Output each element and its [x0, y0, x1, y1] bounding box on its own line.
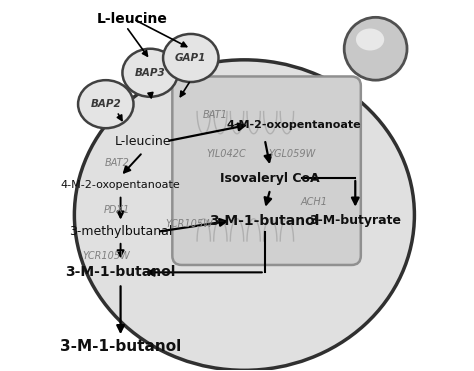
FancyBboxPatch shape — [173, 76, 361, 265]
Ellipse shape — [163, 34, 219, 82]
Text: YCR105W: YCR105W — [82, 251, 130, 261]
Text: PDX1: PDX1 — [103, 204, 130, 214]
Text: 3-M-1-butanol: 3-M-1-butanol — [60, 339, 181, 354]
Text: ACH1: ACH1 — [301, 197, 328, 207]
Ellipse shape — [356, 29, 384, 50]
Text: BAT1: BAT1 — [203, 110, 228, 120]
Text: 3-M-butyrate: 3-M-butyrate — [309, 214, 401, 227]
Text: L-leucine: L-leucine — [115, 135, 171, 148]
Text: 4-M-2-oxopentanoate: 4-M-2-oxopentanoate — [61, 181, 181, 190]
Text: 3-M-1-butanol: 3-M-1-butanol — [65, 265, 176, 279]
Text: YGL059W: YGL059W — [268, 149, 316, 159]
Text: L-leucine: L-leucine — [97, 12, 167, 26]
Text: 3-methylbutanal: 3-methylbutanal — [69, 225, 172, 238]
Ellipse shape — [78, 80, 134, 128]
Ellipse shape — [122, 49, 178, 97]
Text: BAP2: BAP2 — [91, 99, 121, 109]
Text: GAP1: GAP1 — [175, 53, 207, 63]
Text: BAT2: BAT2 — [105, 158, 130, 168]
Circle shape — [344, 17, 407, 80]
Text: YIL042C: YIL042C — [207, 149, 246, 159]
Text: Isovaleryl CoA: Isovaleryl CoA — [220, 172, 320, 185]
Text: YCR105W: YCR105W — [165, 219, 213, 229]
Ellipse shape — [74, 60, 414, 370]
Text: BAP3: BAP3 — [135, 68, 165, 78]
Text: 4-M-2-oxopentanoate: 4-M-2-oxopentanoate — [227, 119, 362, 129]
Text: 3-M-1-butanol: 3-M-1-butanol — [210, 214, 320, 228]
